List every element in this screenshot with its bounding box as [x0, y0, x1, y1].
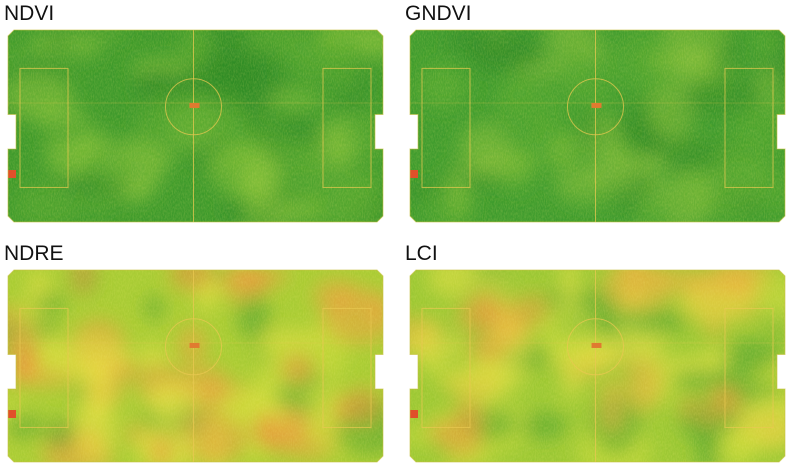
field-edge — [7, 29, 384, 223]
panel-label: NDRE — [4, 242, 64, 265]
pitch-line — [567, 78, 624, 136]
pitch-line — [322, 307, 372, 428]
field-edge — [409, 29, 786, 223]
field-image — [8, 270, 383, 462]
corner-mark — [410, 410, 418, 418]
pitch-line — [165, 78, 222, 136]
pitch-line — [567, 318, 624, 376]
field-grain — [410, 30, 785, 222]
field-grain — [8, 270, 383, 462]
field-map — [409, 269, 786, 463]
corner-mark — [8, 170, 16, 178]
corner-mark — [8, 410, 16, 418]
center-mark — [591, 342, 602, 348]
field-image — [8, 30, 383, 222]
pitch-line — [421, 67, 471, 188]
center-mark — [591, 102, 602, 108]
corner-mark — [410, 170, 418, 178]
panel-label: LCI — [405, 242, 438, 265]
field-image — [410, 270, 785, 462]
field-grain — [410, 270, 785, 462]
panel-label: GNDVI — [405, 2, 472, 25]
panel-label: NDVI — [4, 2, 54, 25]
field-map — [409, 29, 786, 223]
field-map — [7, 29, 384, 223]
field-map — [7, 269, 384, 463]
pitch-line — [19, 307, 69, 428]
pitch-line — [19, 67, 69, 188]
pitch-line — [322, 67, 372, 188]
pitch-line — [421, 307, 471, 428]
field-edge — [7, 269, 384, 463]
pitch-line — [724, 307, 774, 428]
field-edge — [409, 269, 786, 463]
field-grain — [8, 30, 383, 222]
center-mark — [189, 102, 200, 108]
pitch-line — [165, 318, 222, 376]
center-mark — [189, 342, 200, 348]
pitch-line — [724, 67, 774, 188]
field-image — [410, 30, 785, 222]
